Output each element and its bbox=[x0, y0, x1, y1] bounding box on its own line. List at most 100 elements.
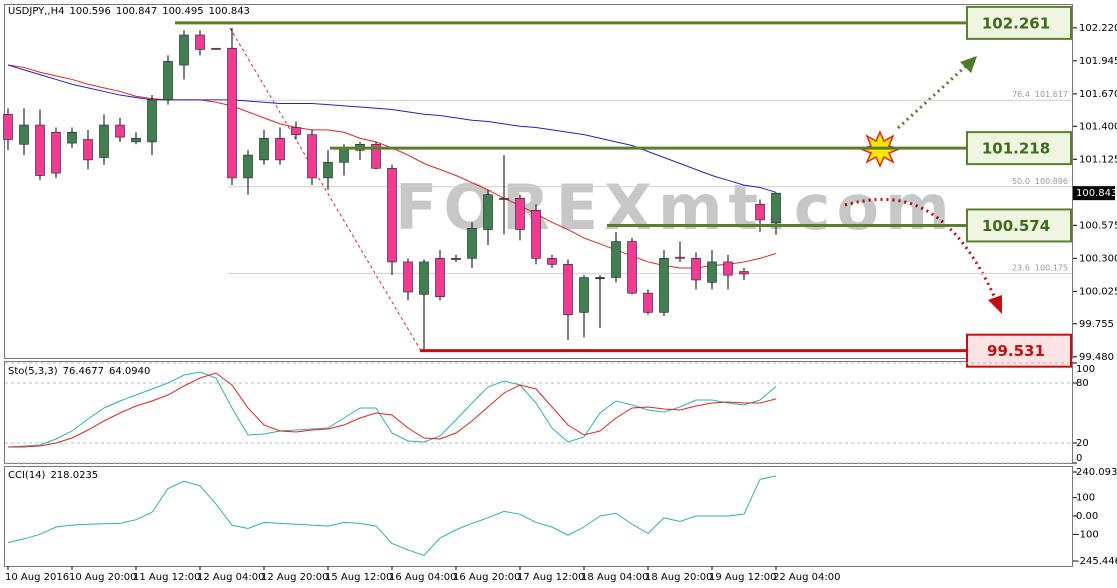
candle-body bbox=[643, 292, 653, 313]
moving-average bbox=[7, 64, 777, 193]
fib-ratio: 50.0 bbox=[1012, 176, 1030, 185]
fib-ratio: 23.6 bbox=[1012, 263, 1030, 272]
y-tick-label: 20 bbox=[1076, 438, 1089, 449]
ohlc-value: 100.847 bbox=[116, 6, 157, 17]
x-tick-label: 16 Aug 04:00 bbox=[389, 572, 456, 583]
level-box bbox=[966, 5, 1072, 40]
candle-body bbox=[307, 134, 317, 179]
level-label: 99.531 bbox=[987, 342, 1045, 360]
indicator-title: CCI(14) 218.0235 bbox=[8, 470, 98, 481]
indicator-line bbox=[7, 475, 777, 556]
current-price: 100.843 bbox=[1076, 188, 1117, 199]
x-tick-label: 12 Aug 20:00 bbox=[261, 572, 328, 583]
candle-body bbox=[707, 261, 717, 283]
x-tick-label: 11 Aug 12:00 bbox=[133, 572, 200, 583]
fib-price: 100.175 bbox=[1035, 263, 1068, 272]
level-box bbox=[966, 208, 1072, 243]
indicator-line bbox=[8, 372, 777, 448]
indicator-value: 76.4677 bbox=[63, 366, 104, 377]
symbol: USDJPY,,H4 bbox=[8, 6, 64, 17]
x-tick-label: 18 Aug 04:00 bbox=[581, 572, 648, 583]
candle-body bbox=[211, 47, 221, 50]
fib-trend-line bbox=[229, 27, 422, 352]
y-tick-label: 100 bbox=[1076, 364, 1095, 375]
ohlc-value: 100.596 bbox=[69, 6, 110, 17]
candle-body bbox=[195, 34, 205, 50]
indicator-title: Sto(5,3,3) 76.4677 64.0940 bbox=[8, 366, 150, 377]
candle-body bbox=[131, 137, 141, 143]
ohlc-value: 100.495 bbox=[162, 6, 203, 17]
candle-body bbox=[435, 258, 445, 298]
y-tick-label: 101.125 bbox=[1079, 154, 1117, 165]
candle-body bbox=[147, 99, 157, 143]
y-tick-label: -245.4462 bbox=[1076, 556, 1117, 567]
x-tick-label: 18 Aug 20:00 bbox=[645, 572, 712, 583]
candle-body bbox=[595, 277, 605, 279]
candle-body bbox=[627, 241, 637, 294]
arrow-head bbox=[988, 295, 1002, 314]
candle-body bbox=[35, 124, 45, 176]
indicator-name: CCI(14) bbox=[8, 470, 46, 481]
sto-panel bbox=[4, 361, 1073, 464]
candle-body bbox=[243, 154, 253, 179]
candle-body bbox=[51, 131, 61, 174]
candle-body bbox=[579, 277, 589, 313]
main-panel bbox=[4, 4, 1073, 359]
fib-label: 23.6 100.175 bbox=[1012, 263, 1068, 272]
x-tick-label: 19 Aug 12:00 bbox=[709, 572, 776, 583]
candle-body bbox=[371, 143, 381, 169]
candle-body bbox=[771, 192, 781, 224]
fib-label: 50.0 100.896 bbox=[1012, 176, 1068, 185]
y-tick-label: 240.0935 bbox=[1076, 467, 1117, 478]
candle-body bbox=[179, 34, 189, 66]
x-tick-label: 10 Aug 20:00 bbox=[69, 572, 136, 583]
candle-body bbox=[547, 258, 557, 265]
current-price-box bbox=[1073, 186, 1115, 201]
y-tick-label: 99.480 bbox=[1079, 352, 1114, 363]
y-tick-label: 100 bbox=[1076, 493, 1095, 504]
x-tick-label: 17 Aug 12:00 bbox=[517, 572, 584, 583]
y-tick-label: 100.300 bbox=[1079, 253, 1117, 264]
x-tick-label: 16 Aug 20:00 bbox=[453, 572, 520, 583]
x-tick-label: 22 Aug 04:00 bbox=[773, 572, 840, 583]
indicator-value: 218.0235 bbox=[50, 470, 98, 481]
candle-body bbox=[515, 198, 525, 230]
candle-body bbox=[723, 261, 733, 276]
chart-header: USDJPY,,H4 100.596 100.847 100.495 100.843 bbox=[8, 6, 250, 17]
candle-body bbox=[739, 271, 749, 275]
level-label: 102.261 bbox=[982, 14, 1050, 32]
y-tick-label: 101.670 bbox=[1079, 89, 1117, 100]
candle-body bbox=[99, 124, 109, 158]
candle-body bbox=[675, 256, 685, 259]
candle-body bbox=[323, 161, 333, 179]
candle-body bbox=[163, 61, 173, 101]
candle-body bbox=[387, 167, 397, 263]
candle-body bbox=[563, 264, 573, 316]
indicator-name: Sto(5,3,3) bbox=[8, 366, 58, 377]
candle-body bbox=[3, 113, 13, 140]
x-tick-label: 15 Aug 12:00 bbox=[325, 572, 392, 583]
candle-body bbox=[67, 131, 77, 144]
fib-ratio: 76.4 bbox=[1012, 90, 1030, 99]
candle-body bbox=[19, 124, 29, 145]
candle-body bbox=[499, 198, 509, 200]
arrow-head bbox=[960, 56, 977, 73]
indicator-line bbox=[7, 371, 777, 448]
candle-body bbox=[451, 258, 461, 260]
candle-body bbox=[115, 124, 125, 138]
level-box bbox=[966, 131, 1072, 166]
watermark: FOREXmt.com bbox=[395, 171, 956, 244]
y-tick-label: 0.00 bbox=[1076, 511, 1098, 522]
candle-body bbox=[339, 147, 349, 163]
y-tick-label: 100.025 bbox=[1079, 286, 1117, 297]
y-tick-label: 101.945 bbox=[1079, 56, 1117, 67]
level-label: 101.218 bbox=[982, 140, 1050, 158]
candle-body bbox=[483, 194, 493, 230]
candle-body bbox=[419, 261, 429, 295]
y-tick-label: 100.575 bbox=[1079, 220, 1117, 231]
ohlc-value: 100.843 bbox=[209, 6, 250, 17]
y-tick-label: 80 bbox=[1076, 378, 1089, 389]
candle-body bbox=[259, 137, 269, 161]
y-tick-label: 0 bbox=[1076, 453, 1082, 464]
